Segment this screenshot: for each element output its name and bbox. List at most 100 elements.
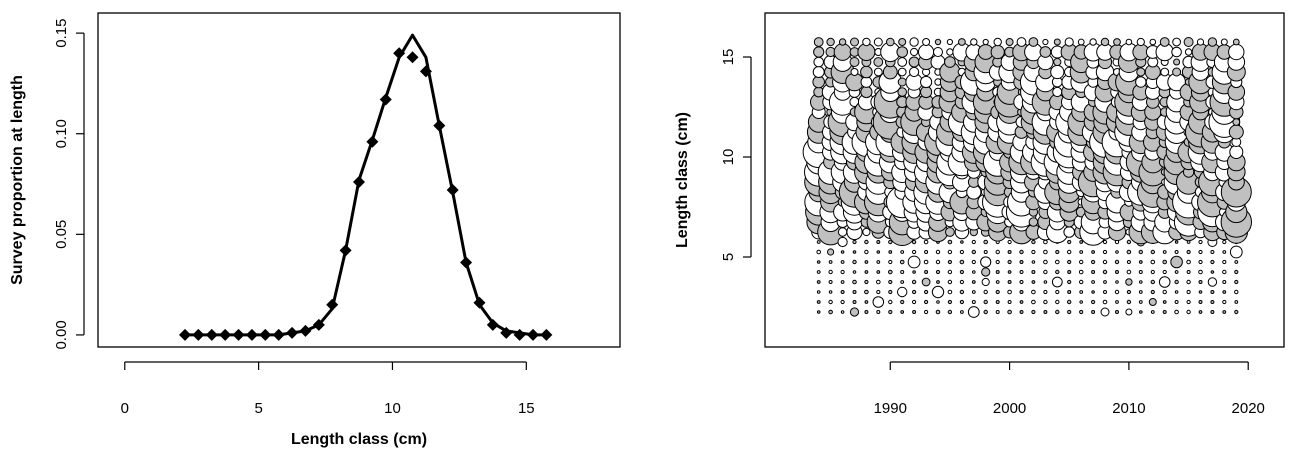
bubble-negative xyxy=(946,38,953,46)
bubble-negative xyxy=(816,249,821,255)
bubble-negative xyxy=(900,270,905,274)
x-axis-title: Length class (cm) xyxy=(291,431,427,448)
bubble-positive xyxy=(1019,300,1024,304)
observed-point xyxy=(393,47,406,60)
y-tick-label: 0.05 xyxy=(53,220,70,249)
bubble-negative xyxy=(1162,289,1167,295)
bubble-negative xyxy=(1031,249,1036,255)
bubble-positive xyxy=(1232,38,1240,46)
bubble-positive xyxy=(1019,310,1024,314)
left-chart-length-composition: 0 5 10 15 Length class (cm) 0.00 0.05 0.10 0.15 S… xyxy=(9,12,621,448)
bubble-positive xyxy=(1234,309,1239,315)
bubble-negative xyxy=(1228,43,1245,61)
bubble-positive xyxy=(1007,259,1012,265)
bubble-positive xyxy=(1091,299,1096,305)
bubble-negative xyxy=(1172,37,1181,47)
bubble-positive xyxy=(947,299,952,305)
bubble-positive xyxy=(897,77,907,87)
bubble-positive xyxy=(1150,249,1155,255)
bubble-positive xyxy=(897,87,908,97)
bubble-positive xyxy=(1079,309,1084,315)
bubble-negative xyxy=(1229,145,1244,159)
bubble-negative xyxy=(1158,276,1171,288)
bubble-positive xyxy=(860,85,873,99)
bubble-positive xyxy=(888,239,893,245)
observed-point xyxy=(500,326,513,339)
bubble-negative xyxy=(1115,280,1119,284)
bubble-negative xyxy=(959,249,964,255)
x-tick-label: 2020 xyxy=(1232,400,1265,417)
bubble-negative xyxy=(1220,38,1228,46)
observed-point xyxy=(527,328,539,341)
bubble-positive xyxy=(1198,290,1203,294)
bubble-positive xyxy=(1053,38,1061,46)
bubble-negative xyxy=(1007,239,1012,245)
bubble-positive xyxy=(908,56,920,68)
bubble-negative xyxy=(910,47,919,57)
bubble-positive xyxy=(912,310,917,314)
y-tick-label: 10 xyxy=(720,149,737,166)
bubble-negative xyxy=(959,279,964,285)
bubble-negative xyxy=(840,280,845,284)
observed-point xyxy=(433,119,446,132)
bubble-negative xyxy=(983,250,988,254)
bubble-positive xyxy=(864,289,869,295)
bubble-positive xyxy=(1115,270,1119,274)
bubble-negative xyxy=(1186,309,1191,315)
x-tick-label: 5 xyxy=(254,400,262,417)
bubble-positive xyxy=(912,289,917,295)
bubble-negative xyxy=(967,306,980,318)
bubble-negative xyxy=(1186,299,1191,305)
bubble-negative xyxy=(888,299,893,305)
bubble-positive xyxy=(864,260,869,264)
bubble-positive xyxy=(1138,249,1143,255)
observed-point xyxy=(460,256,473,269)
bubble-negative xyxy=(923,239,929,245)
bubble-negative xyxy=(816,270,821,274)
bubble-positive xyxy=(912,270,916,274)
bubble-negative xyxy=(1139,280,1143,284)
bubble-positive xyxy=(1126,299,1132,305)
bubble-positive xyxy=(833,43,852,61)
observed-point xyxy=(272,328,285,341)
bubble-negative xyxy=(873,67,883,77)
bubble-positive xyxy=(864,239,869,245)
bubble-positive xyxy=(1174,279,1179,285)
bubble-negative xyxy=(897,286,908,298)
bubble-positive xyxy=(983,239,989,245)
bubble-positive xyxy=(921,277,931,287)
observed-point xyxy=(366,135,379,148)
bubble-positive xyxy=(876,250,881,254)
bubble-negative xyxy=(897,67,907,77)
bubble-negative xyxy=(1043,249,1048,255)
bubble-positive xyxy=(1028,217,1039,227)
observed-point xyxy=(540,328,553,341)
bubble-negative xyxy=(897,57,908,67)
bubble-positive xyxy=(888,309,893,315)
bubble-positive xyxy=(935,309,941,315)
bubble-negative xyxy=(1207,277,1218,287)
bubble-positive xyxy=(960,240,964,244)
bubble-negative xyxy=(876,260,881,264)
bubble-negative xyxy=(909,66,920,78)
bubble-positive xyxy=(1067,270,1072,274)
bubble-negative xyxy=(931,285,945,299)
bubble-negative xyxy=(1043,280,1048,284)
bubble-positive xyxy=(864,279,869,285)
bubble-negative xyxy=(1174,250,1179,254)
bubble-positive xyxy=(852,239,857,245)
bubble-negative xyxy=(1055,289,1060,295)
bubble-positive xyxy=(852,250,857,254)
bubble-positive xyxy=(990,44,1005,60)
bubble-positive xyxy=(1091,259,1096,265)
bubble-negative xyxy=(840,299,845,305)
bubble-negative xyxy=(995,259,1000,265)
bubble-negative xyxy=(1079,259,1084,265)
bubble-negative xyxy=(900,280,905,284)
bubble-positive xyxy=(1234,269,1239,275)
bubble-positive xyxy=(888,289,893,295)
bubble-positive xyxy=(936,280,940,284)
bubble-negative xyxy=(971,259,976,265)
bubble-positive xyxy=(911,239,917,245)
observed-point xyxy=(192,328,205,341)
